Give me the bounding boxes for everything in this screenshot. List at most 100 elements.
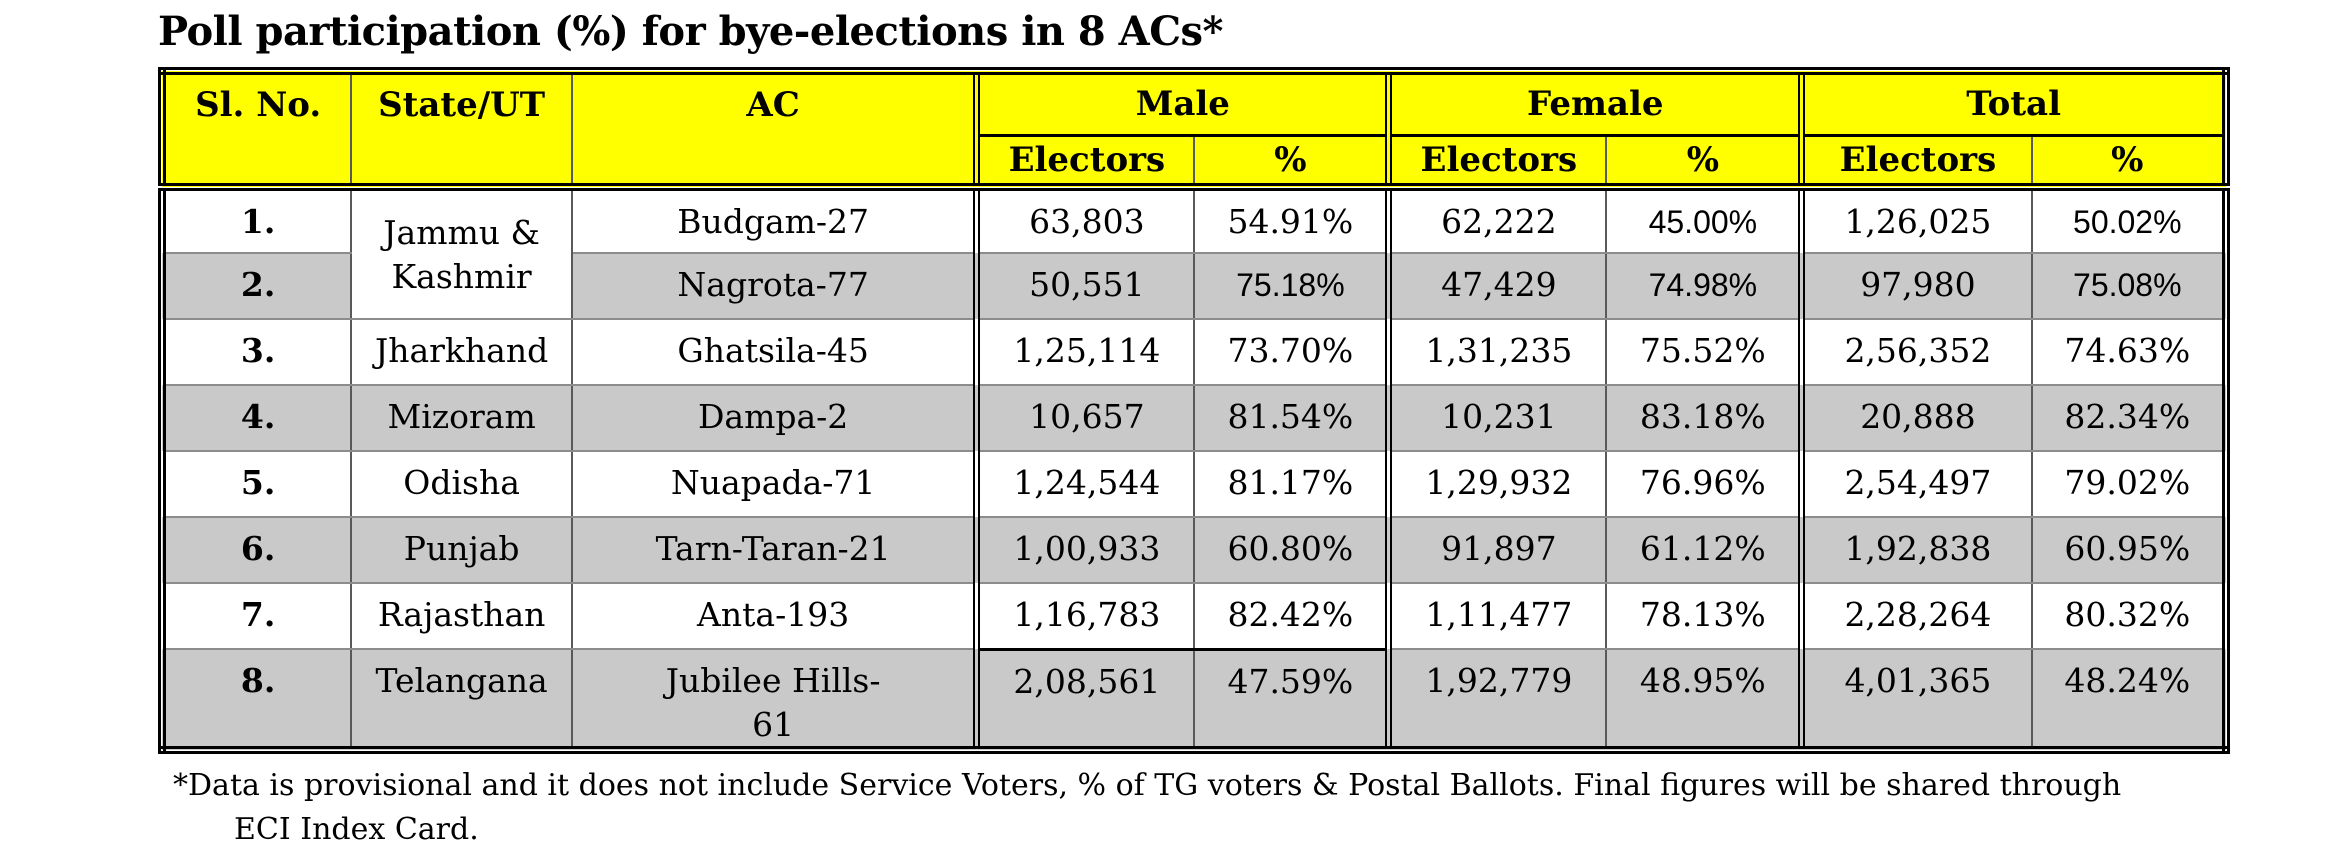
poll-participation-table: Sl. No. State/UT AC Male Female Total El… [158, 67, 2230, 755]
cell-f_pct: 75.52% [1605, 318, 1803, 386]
cell-t_pct: 80.32% [2030, 582, 2228, 650]
cell-f_pct: 74.98% [1605, 252, 1803, 320]
cell-state: Punjab [350, 516, 573, 584]
cell-t_electors: 2,54,497 [1798, 450, 2033, 518]
cell-text: Punjab [403, 529, 520, 568]
cell-text: 83.18% [1639, 397, 1766, 436]
cell-text: 2,56,352 [1844, 331, 1992, 370]
cell-m_pct: 75.18% [1193, 252, 1390, 320]
table-row: 4. Mizoram Dampa-2 10,657 81.54% 10,231 83.18%… [160, 384, 2228, 452]
table-row: 8. Telangana Jubilee Hills-61 2,08,561 47.59… [160, 647, 2228, 752]
cell-text: 1,29,932 [1425, 463, 1573, 502]
cell-text: 3. [240, 331, 276, 370]
table-row: 2. Nagrota-77 50,551 75.18% 47,429 74.98% 97,9… [160, 252, 2228, 320]
cell-text: 1,11,477 [1425, 595, 1573, 634]
cell-text: 2,54,497 [1844, 463, 1992, 502]
header-female-pct: % [1605, 134, 1803, 191]
page-title: Poll participation (%) for bye-elections… [158, 8, 1223, 55]
header-ac: AC [570, 70, 978, 191]
cell-text: Nagrota-77 [677, 265, 869, 304]
cell-f_electors: 10,231 [1385, 384, 1608, 452]
cell-text: 60.80% [1227, 529, 1354, 568]
table-body: 1. Jammu & Kashmir Budgam-27 63,803 54.91% 62… [160, 186, 2228, 752]
cell-state: Jharkhand [350, 318, 573, 386]
cell-text: 81.17% [1227, 463, 1354, 502]
header-sl-no: Sl. No. [160, 70, 353, 191]
cell-text: Ghatsila-45 [677, 331, 869, 370]
cell-text: Telangana [375, 661, 548, 700]
cell-text: Rajasthan [377, 595, 546, 634]
cell-sl: 2. [160, 252, 353, 320]
cell-text: 2. [240, 265, 276, 304]
cell-text: 5. [240, 463, 276, 502]
cell-text: 82.42% [1227, 595, 1354, 634]
cell-state: Rajasthan [350, 582, 573, 650]
cell-m_electors: 2,08,561 [973, 647, 1196, 752]
cell-text: 1,16,783 [1013, 595, 1161, 634]
cell-text: 50,551 [1029, 265, 1145, 304]
cell-sl: 4. [160, 384, 353, 452]
cell-text: 6. [240, 529, 276, 568]
cell-text: 1,92,779 [1425, 661, 1573, 700]
table-header: Sl. No. State/UT AC Male Female Total El… [160, 70, 2228, 191]
cell-sl: 6. [160, 516, 353, 584]
header-male-electors: Electors [973, 134, 1196, 191]
cell-text: 10,231 [1441, 397, 1557, 436]
cell-text: 75.18% [1236, 267, 1345, 303]
cell-t_electors: 1,26,025 [1798, 186, 2033, 254]
cell-sl: 8. [160, 647, 353, 752]
cell-m_electors: 50,551 [973, 252, 1196, 320]
header-total-pct: % [2030, 134, 2228, 191]
cell-text: Budgam-27 [677, 202, 870, 241]
cell-ac: Tarn-Taran-21 [570, 516, 978, 584]
cell-sl: 7. [160, 582, 353, 650]
cell-m_electors: 1,16,783 [973, 582, 1196, 650]
cell-text: 62,222 [1441, 202, 1557, 241]
cell-t_pct: 48.24% [2030, 647, 2228, 752]
cell-m_pct: 82.42% [1193, 582, 1390, 650]
cell-f_electors: 91,897 [1385, 516, 1608, 584]
cell-state: Mizoram [350, 384, 573, 452]
cell-text: Tarn-Taran-21 [655, 529, 891, 568]
cell-ac: Nuapada-71 [570, 450, 978, 518]
cell-m_electors: 1,24,544 [973, 450, 1196, 518]
cell-m_pct: 47.59% [1193, 647, 1390, 752]
table-row: 7. Rajasthan Anta-193 1,16,783 82.42% 1,11,47… [160, 582, 2228, 650]
footnote-line-1: *Data is provisional and it does not inc… [173, 768, 2122, 804]
cell-t_pct: 82.34% [2030, 384, 2228, 452]
cell-text: 74.63% [2064, 331, 2191, 370]
cell-t_electors: 20,888 [1798, 384, 2033, 452]
cell-m_electors: 1,25,114 [973, 318, 1196, 386]
cell-t_pct: 75.08% [2030, 252, 2228, 320]
cell-t_pct: 79.02% [2030, 450, 2228, 518]
cell-text: 10,657 [1029, 397, 1145, 436]
cell-text: 78.13% [1639, 595, 1766, 634]
cell-m_pct: 81.17% [1193, 450, 1390, 518]
cell-text: 74.98% [1648, 267, 1758, 303]
cell-text: Jharkhand [374, 331, 549, 370]
cell-text: 54.91% [1227, 202, 1354, 241]
cell-text: 61.12% [1639, 529, 1766, 568]
cell-text: 7. [240, 595, 276, 634]
cell-text: 1,26,025 [1844, 202, 1992, 241]
cell-f_pct: 78.13% [1605, 582, 1803, 650]
cell-f_pct: 45.00% [1605, 186, 1803, 254]
cell-text: 4. [240, 397, 276, 436]
cell-ac: Budgam-27 [570, 186, 978, 254]
cell-f_pct: 48.95% [1605, 647, 1803, 752]
cell-f_pct: 83.18% [1605, 384, 1803, 452]
cell-f_pct: 76.96% [1605, 450, 1803, 518]
cell-f_electors: 1,29,932 [1385, 450, 1608, 518]
cell-m_electors: 10,657 [973, 384, 1196, 452]
cell-t_electors: 2,28,264 [1798, 582, 2033, 650]
cell-m_pct: 73.70% [1193, 318, 1390, 386]
cell-t_pct: 60.95% [2030, 516, 2228, 584]
cell-state: Odisha [350, 450, 573, 518]
cell-text: 82.34% [2064, 397, 2191, 436]
header-total-electors: Electors [1798, 134, 2033, 191]
cell-m_electors: 1,00,933 [973, 516, 1196, 584]
cell-text: 75.52% [1639, 331, 1766, 370]
cell-text: Anta-193 [697, 595, 850, 634]
cell-text: 1,92,838 [1844, 529, 1992, 568]
cell-text: 63,803 [1029, 202, 1145, 241]
